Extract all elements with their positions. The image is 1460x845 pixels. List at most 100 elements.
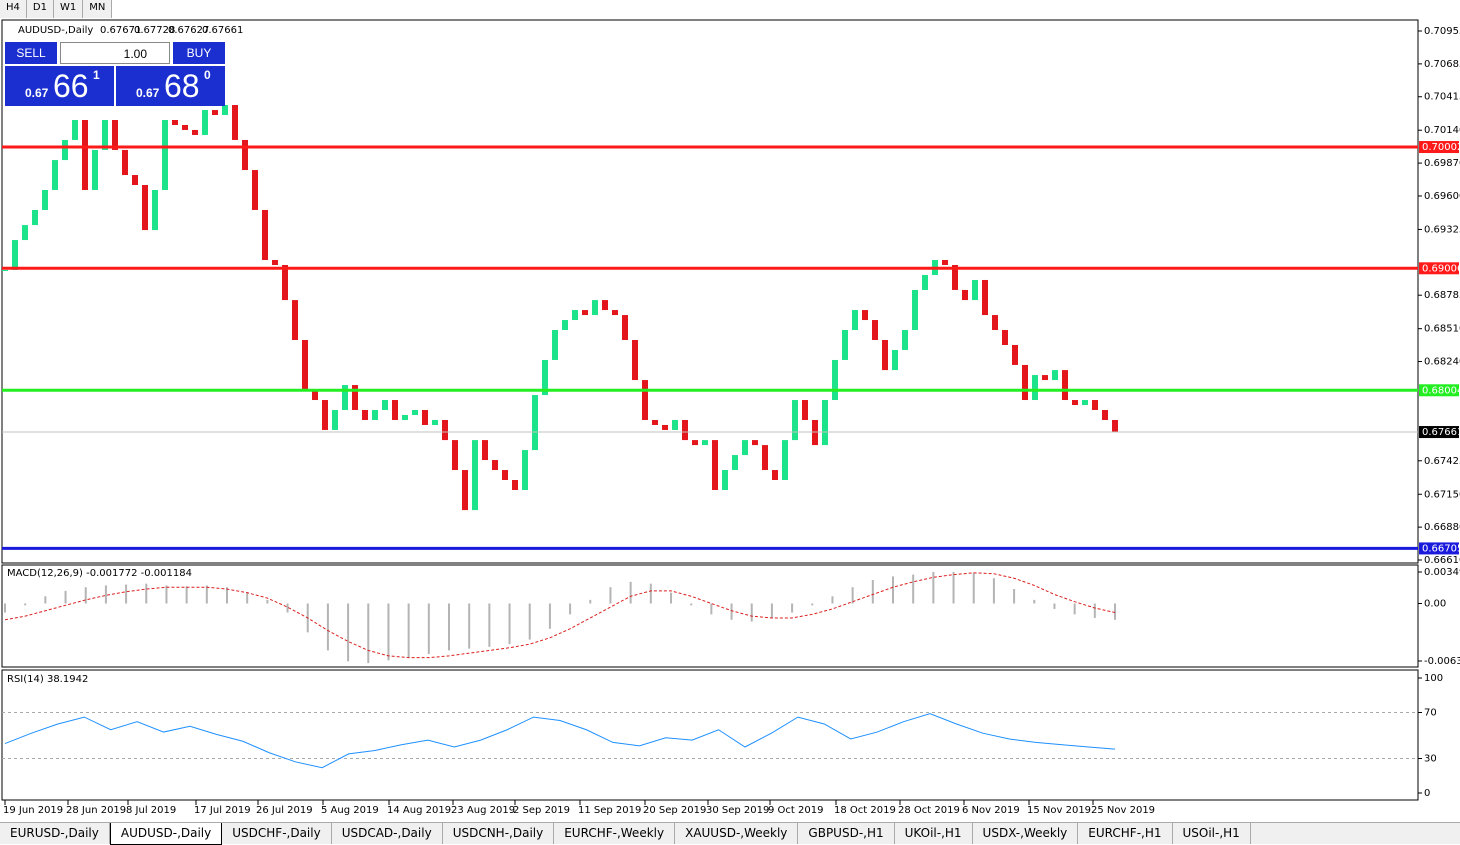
candle — [102, 119, 108, 150]
symbol-tab[interactable]: EURCHF-,Weekly — [554, 823, 676, 844]
macd-bar — [407, 603, 410, 658]
timeframe-button[interactable]: D1 — [26, 0, 54, 18]
macd-bar — [811, 603, 814, 606]
price-label: 0.70415 — [1424, 92, 1460, 103]
macd-bar — [125, 584, 128, 604]
bid-price[interactable]: 0.67 66 1 — [5, 66, 114, 106]
candle — [312, 390, 318, 401]
rsi-label: 30 — [1424, 754, 1437, 765]
macd-bar — [246, 592, 249, 604]
macd-bar — [1073, 603, 1076, 615]
candle — [882, 339, 888, 371]
macd-bar — [448, 603, 450, 651]
timeframe-button[interactable]: MN — [83, 0, 113, 18]
macd-label: 0.00 — [1424, 599, 1446, 610]
candle — [112, 119, 118, 150]
candle — [1002, 330, 1008, 345]
candle — [452, 440, 458, 471]
bid-pips: 66 — [53, 68, 89, 104]
sell-button[interactable]: SELL — [5, 42, 57, 64]
candle — [322, 400, 328, 430]
symbol-tab[interactable]: USDCAD-,Daily — [332, 823, 443, 844]
macd-bar — [589, 599, 592, 604]
candle — [522, 450, 528, 490]
macd-bar — [205, 585, 208, 604]
date-label: 19 Jun 2019 — [3, 805, 63, 816]
candle — [342, 385, 348, 411]
ohlc-value: 0.67671 — [100, 25, 141, 36]
candle — [442, 419, 448, 441]
symbol-tab[interactable]: AUDUSD-,Daily — [109, 823, 223, 845]
macd-label: -0.00637 — [1424, 656, 1460, 667]
candle — [552, 330, 558, 360]
candle — [1082, 400, 1088, 406]
symbol-tab[interactable]: USDX-,Weekly — [973, 823, 1079, 844]
rsi-label: 0 — [1424, 788, 1430, 799]
symbol-tab[interactable]: UKOil-,H1 — [895, 823, 973, 844]
date-label: 28 Jun 2019 — [66, 805, 126, 816]
candle — [82, 119, 88, 191]
level-box — [1419, 384, 1459, 397]
candle — [482, 440, 488, 461]
ask-price[interactable]: 0.67 68 0 — [116, 66, 225, 106]
macd-bar — [286, 603, 289, 613]
candle — [652, 419, 658, 425]
candle — [212, 110, 218, 116]
candle — [372, 410, 378, 420]
symbol-tab[interactable]: USDCHF-,Daily — [222, 823, 332, 844]
level-box — [1419, 262, 1459, 275]
candle — [422, 410, 428, 425]
macd-bar — [145, 583, 148, 604]
macd-bar — [185, 586, 188, 604]
candle — [252, 170, 258, 210]
candle — [842, 330, 848, 360]
candle — [382, 400, 388, 411]
symbol-tab[interactable]: USOil-,H1 — [1173, 823, 1251, 844]
candle — [302, 339, 308, 391]
volume-input[interactable]: 1.00 — [60, 42, 170, 64]
symbol-tab[interactable]: EURCHF-,H1 — [1078, 823, 1173, 844]
macd-bar — [972, 572, 975, 604]
candle — [262, 209, 268, 261]
candle — [292, 300, 298, 340]
candle — [902, 330, 908, 350]
candle — [892, 349, 898, 371]
macd-bar — [569, 603, 572, 615]
symbol-tab[interactable]: XAUUSD-,Weekly — [675, 823, 799, 844]
candle — [1022, 364, 1028, 401]
candle — [242, 139, 248, 171]
macd-bar — [488, 603, 491, 647]
buy-button[interactable]: BUY — [173, 42, 225, 64]
symbol-tab[interactable]: GBPUSD-,H1 — [798, 823, 895, 844]
macd-title: MACD(12,26,9) -0.001772 -0.001184 — [7, 568, 192, 579]
macd-bar — [1114, 603, 1116, 620]
candle — [992, 315, 998, 331]
candle — [362, 410, 368, 420]
candle — [782, 440, 788, 481]
macd-bar — [548, 603, 551, 629]
symbol-tab[interactable]: USDCNH-,Daily — [443, 823, 555, 844]
timeframe-button[interactable]: W1 — [53, 0, 84, 18]
level-label: 0.70002 — [1422, 142, 1460, 153]
symbol-tab[interactable]: EURUSD-,Daily — [0, 823, 110, 844]
candle — [32, 209, 38, 226]
date-label: 2 Sep 2019 — [513, 805, 570, 816]
macd-bar — [266, 599, 269, 604]
candle — [62, 139, 68, 161]
candle — [742, 440, 748, 456]
timeframe-button[interactable]: H4 — [0, 0, 27, 18]
candle — [722, 470, 728, 490]
candle — [232, 105, 238, 140]
date-label: 25 Nov 2019 — [1091, 805, 1155, 816]
candle — [172, 119, 178, 125]
candle — [72, 119, 78, 140]
candle — [962, 289, 968, 301]
date-label: 14 Aug 2019 — [387, 805, 451, 816]
candle — [1062, 370, 1068, 401]
date-label: 11 Sep 2019 — [578, 805, 641, 816]
candle — [602, 300, 608, 311]
candle — [612, 310, 618, 316]
